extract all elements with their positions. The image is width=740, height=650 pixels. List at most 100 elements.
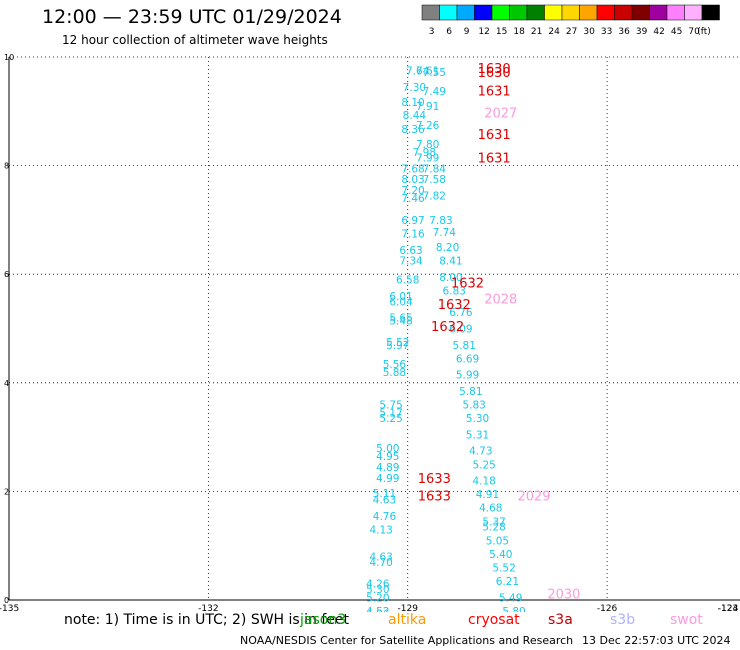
colorbar-label: 33 <box>601 27 612 37</box>
data-point-label: 5.75 <box>379 400 402 412</box>
data-point-label: 6.58 <box>396 275 419 287</box>
footer-timestamp: 13 Dec 22:57:03 UTC 2024 <box>582 634 731 647</box>
data-point-label: 4.68 <box>479 503 502 515</box>
data-point-label: 4.52 <box>366 606 389 612</box>
data-point-label: 5.83 <box>462 400 485 412</box>
time-label: 2030 <box>547 587 580 602</box>
data-point-label: 5.40 <box>489 549 512 561</box>
data-point-label: 5.65 <box>389 313 412 325</box>
data-point-label: 5.52 <box>386 337 409 349</box>
data-point-label: 5.00 <box>376 443 399 455</box>
data-point-label: 6.97 <box>401 215 424 227</box>
time-label: 2028 <box>484 293 517 308</box>
data-point-label: 4.63 <box>369 552 392 564</box>
data-point-label: 5.52 <box>492 562 515 574</box>
data-point-label: 4.73 <box>469 446 492 458</box>
data-point-label: 7.20 <box>401 185 424 197</box>
data-point-label: 5.30 <box>366 584 389 596</box>
data-point-label: 5.97 <box>386 340 409 352</box>
y-tick-label: 10 <box>4 53 14 62</box>
data-point-label: 7.91 <box>416 101 439 113</box>
data-point-label: 7.58 <box>423 174 446 186</box>
data-point-label: 7.83 <box>429 215 452 227</box>
data-point-label: 7.30 <box>403 82 426 94</box>
data-point-label: 6.63 <box>399 245 422 257</box>
x-tick-label: -132 <box>198 604 218 612</box>
satellite-legend: jason3 altika cryosat s3a s3b swot <box>300 612 740 630</box>
data-point-label: 6.01 <box>389 291 412 303</box>
data-point-label: 5.99 <box>456 370 479 382</box>
time-label: 1630 <box>478 66 511 81</box>
time-label: 1633 <box>418 490 451 505</box>
data-point-label: 4.95 <box>376 451 399 463</box>
data-point-label: 5.25 <box>472 459 495 471</box>
data-point-label: 6.21 <box>496 576 519 588</box>
data-point-label: 7.61 <box>416 66 439 78</box>
x-tick-label: -123 <box>718 604 738 612</box>
data-point-label: 6.69 <box>456 353 479 365</box>
colorbar-label: 18 <box>513 27 525 37</box>
y-tick-label: 4 <box>4 379 9 388</box>
data-point-label: 7.74 <box>433 227 457 239</box>
data-point-label: 8.03 <box>401 174 424 186</box>
data-point-label: 5.88 <box>383 367 406 379</box>
data-point-label: 5.49 <box>499 592 522 604</box>
data-point-label: 4.63 <box>373 495 396 507</box>
legend-item-altika: altika <box>388 612 427 628</box>
data-point-label: 4.76 <box>373 511 397 523</box>
x-tick-label: -124 <box>718 604 739 612</box>
legend-item-jason3: jason3 <box>300 612 347 628</box>
data-point-label: 4.99 <box>376 473 399 485</box>
data-point-label: 7.99 <box>416 152 439 164</box>
page-title: 12:00 — 23:59 UTC 01/29/2024 <box>42 6 342 28</box>
data-point-label: 5.20 <box>366 592 389 604</box>
colorbar-label: 45 <box>671 27 682 37</box>
data-point-label: 7.98 <box>413 147 436 159</box>
data-point-label: 5.80 <box>502 606 525 612</box>
data-point-label: 5.17 <box>379 408 402 420</box>
colorbar-swatch <box>701 4 720 21</box>
x-tick-label: -126 <box>597 604 618 612</box>
plot-area: -135 -132 -129 -126 -123-12402468107.647.617… <box>0 53 740 612</box>
data-point-label: 8.20 <box>436 242 459 254</box>
time-label: 1632 <box>431 320 464 335</box>
data-point-label: 5.11 <box>373 488 396 500</box>
colorbar-unit: (ft) <box>697 27 711 37</box>
data-point-label: 5.28 <box>482 522 505 534</box>
data-point-label: 8.41 <box>439 256 462 268</box>
time-label: 1632 <box>451 276 484 291</box>
colorbar-label: 39 <box>636 27 648 37</box>
data-point-label: 8.36 <box>401 124 425 136</box>
data-point-label: 4.26 <box>366 579 390 591</box>
data-point-label: 6.83 <box>443 285 466 297</box>
data-point-label: 5.37 <box>482 516 505 528</box>
data-point-label: 4.13 <box>369 524 392 536</box>
data-point-label: 7.84 <box>423 163 447 175</box>
legend-item-cryosat: cryosat <box>468 612 520 628</box>
legend-item-s3a: s3a <box>548 612 573 628</box>
legend-item-s3b: s3b <box>610 612 636 628</box>
data-point-label: 7.55 <box>423 67 446 79</box>
data-point-label: 5.25 <box>379 413 402 425</box>
time-label: 2027 <box>484 106 517 121</box>
page-subtitle: 12 hour collection of altimeter wave hei… <box>62 33 328 47</box>
x-tick-label: -129 <box>398 604 419 612</box>
time-label: 1631 <box>478 128 511 143</box>
data-point-label: 4.91 <box>476 489 499 501</box>
data-point-label: 7.16 <box>401 228 425 240</box>
data-point-label: 7.49 <box>423 86 446 98</box>
data-point-label: 6.76 <box>449 307 473 319</box>
data-point-label: 7.68 <box>401 163 424 175</box>
data-point-label: 5.30 <box>466 413 489 425</box>
colorbar-label: 3 <box>429 27 435 37</box>
colorbar-label: 36 <box>618 27 630 37</box>
data-point-label: 8.44 <box>403 110 427 122</box>
y-tick-label: 0 <box>4 596 9 605</box>
data-point-label: 5.48 <box>389 315 412 327</box>
legend-item-swot: swot <box>670 612 703 628</box>
time-label: 2029 <box>517 490 550 505</box>
time-label: 1630 <box>478 62 511 77</box>
colorbar-label: 6 <box>446 27 452 37</box>
data-point-label: 4.70 <box>369 557 392 569</box>
